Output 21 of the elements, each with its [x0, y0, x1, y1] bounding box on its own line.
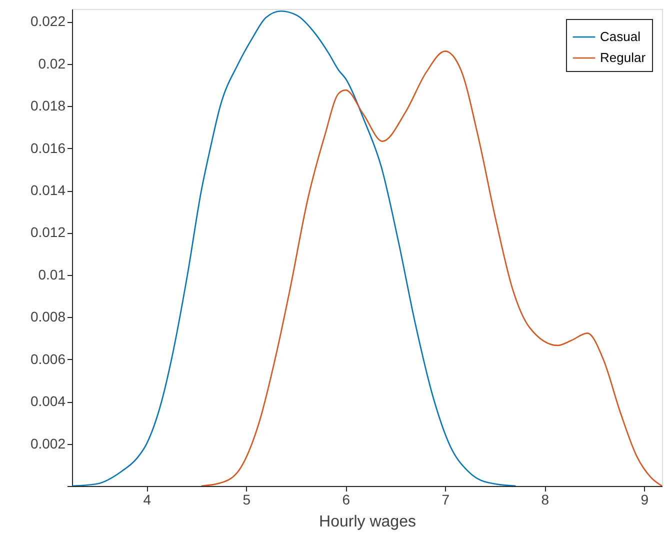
legend-label: Casual: [600, 29, 641, 44]
y-tick-label: 0.02: [38, 55, 66, 72]
y-tick-label: 0.004: [30, 393, 66, 410]
x-tick-label: 6: [342, 492, 350, 508]
y-tick-label: 0.008: [30, 308, 66, 325]
x-axis-title: Hourly wages: [319, 514, 416, 530]
x-tick-label: 9: [640, 492, 649, 508]
y-tick-label: 0.014: [30, 182, 66, 198]
y-tick-label: 0.012: [30, 224, 66, 240]
y-tick-label: 0.006: [30, 350, 66, 367]
x-tick-label: 7: [442, 492, 450, 508]
x-tick-label: 4: [143, 492, 152, 508]
x-tick-label: 5: [242, 492, 251, 508]
legend-label: Regular: [600, 50, 646, 65]
y-tick-label: 0.002: [30, 435, 66, 452]
y-tick-label: 0.01: [38, 266, 66, 282]
y-tick-label: 0.016: [30, 140, 66, 156]
y-tick-label: 0.018: [30, 98, 66, 114]
x-tick-label: 8: [541, 492, 550, 508]
line-series: [200, 50, 662, 486]
y-tick-label: 0.022: [30, 13, 66, 30]
